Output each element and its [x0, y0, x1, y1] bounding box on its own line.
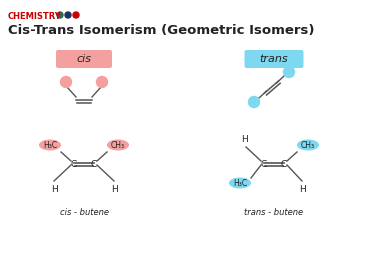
Ellipse shape — [297, 139, 319, 151]
Text: H: H — [242, 135, 248, 144]
Text: CH₃: CH₃ — [301, 141, 315, 150]
FancyBboxPatch shape — [244, 50, 304, 68]
Text: C: C — [91, 160, 97, 169]
Circle shape — [57, 12, 63, 18]
Circle shape — [60, 76, 71, 87]
Circle shape — [248, 97, 259, 108]
Circle shape — [96, 76, 107, 87]
Ellipse shape — [229, 178, 251, 188]
Text: cis - butene: cis - butene — [60, 208, 109, 217]
Text: H: H — [111, 185, 117, 194]
Text: H: H — [300, 185, 307, 194]
Text: trans: trans — [260, 54, 288, 64]
Text: cis: cis — [77, 54, 92, 64]
Text: C: C — [281, 160, 287, 169]
Circle shape — [283, 67, 294, 78]
Text: H₃C: H₃C — [43, 141, 57, 150]
Text: C: C — [71, 160, 77, 169]
Text: trans - butene: trans - butene — [244, 208, 304, 217]
Text: CH₃: CH₃ — [111, 141, 125, 150]
Text: C: C — [261, 160, 267, 169]
Circle shape — [65, 12, 71, 18]
Text: H: H — [51, 185, 57, 194]
Ellipse shape — [39, 139, 61, 151]
Text: H₃C: H₃C — [233, 179, 247, 188]
Text: Cis-Trans Isomerism (Geometric Isomers): Cis-Trans Isomerism (Geometric Isomers) — [8, 24, 315, 37]
Text: CHEMISTRY: CHEMISTRY — [8, 12, 62, 21]
Circle shape — [73, 12, 79, 18]
FancyBboxPatch shape — [56, 50, 112, 68]
Ellipse shape — [107, 139, 129, 151]
